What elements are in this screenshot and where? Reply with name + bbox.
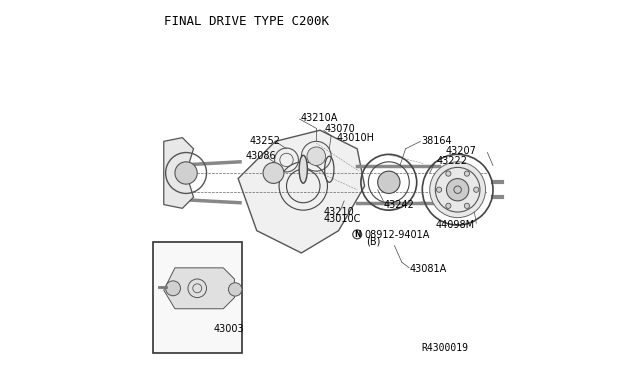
Text: 43207: 43207 (445, 147, 476, 156)
Ellipse shape (299, 155, 307, 183)
Text: 08912-9401A: 08912-9401A (364, 230, 429, 240)
Circle shape (166, 281, 180, 296)
Text: N: N (354, 230, 360, 239)
Circle shape (307, 147, 326, 166)
Text: FINAL DRIVE TYPE C200K: FINAL DRIVE TYPE C200K (164, 15, 329, 28)
Text: 43242: 43242 (384, 200, 415, 209)
Text: 43081A: 43081A (410, 264, 447, 273)
Text: (B): (B) (367, 237, 381, 247)
Circle shape (447, 179, 468, 201)
Circle shape (228, 283, 242, 296)
Text: 43010C: 43010C (324, 215, 361, 224)
Circle shape (474, 187, 479, 192)
Polygon shape (164, 138, 193, 208)
Polygon shape (238, 130, 365, 253)
Circle shape (465, 171, 470, 176)
Text: 43210A: 43210A (300, 113, 338, 123)
Circle shape (465, 203, 470, 208)
Text: 43252: 43252 (250, 137, 280, 146)
Text: 43010H: 43010H (337, 134, 375, 143)
Text: R4300019: R4300019 (422, 343, 468, 353)
Circle shape (175, 162, 197, 184)
Text: 43086: 43086 (246, 151, 276, 161)
Circle shape (263, 163, 284, 183)
Text: 43070: 43070 (324, 124, 355, 134)
FancyBboxPatch shape (152, 242, 242, 353)
Text: 43003: 43003 (214, 324, 244, 334)
Text: 43222: 43222 (436, 156, 467, 166)
Text: 43210: 43210 (324, 207, 355, 217)
Text: 38164: 38164 (421, 137, 452, 146)
Circle shape (445, 171, 451, 176)
Text: 44098M: 44098M (435, 220, 474, 230)
Circle shape (378, 171, 400, 193)
Circle shape (445, 203, 451, 208)
Polygon shape (164, 268, 234, 309)
Circle shape (429, 162, 486, 218)
Circle shape (353, 230, 362, 239)
Circle shape (436, 187, 442, 192)
